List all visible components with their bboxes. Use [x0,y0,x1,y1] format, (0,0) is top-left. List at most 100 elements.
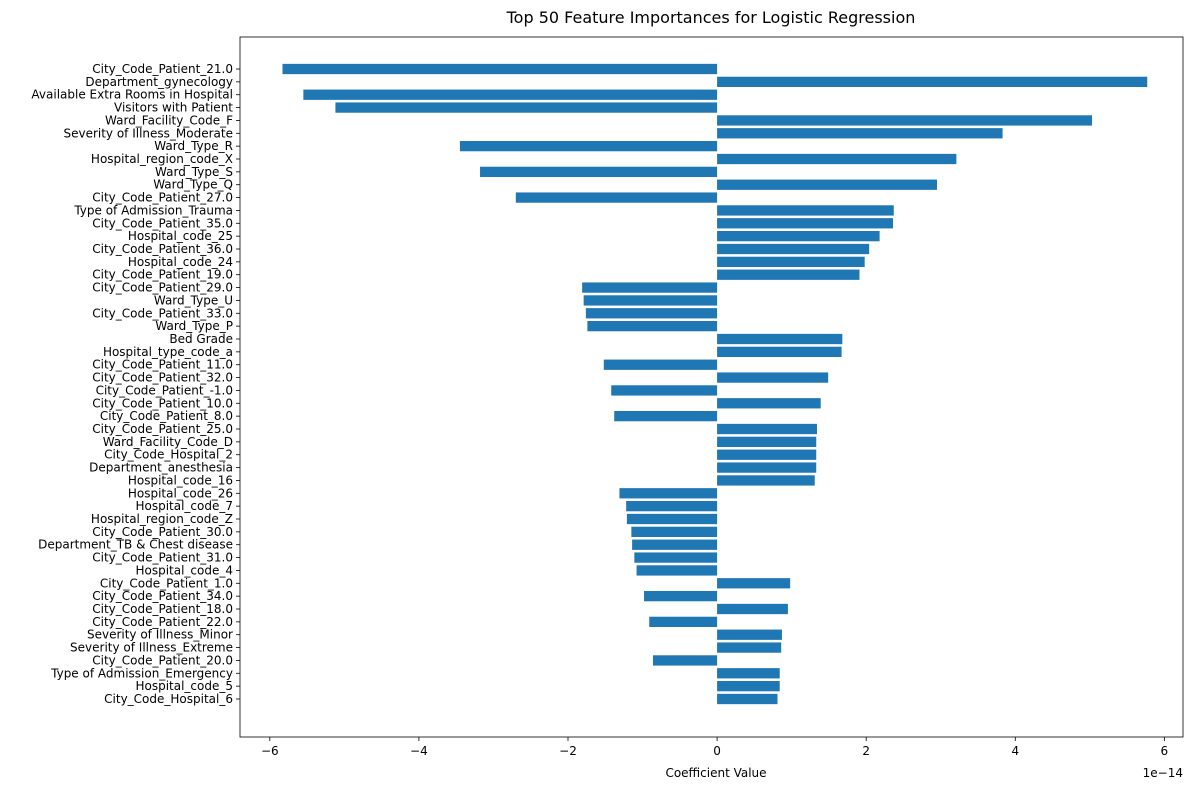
y-tick-label: City_Code_Patient_35.0 [92,216,233,230]
y-tick-label: Visitors with Patient [114,101,233,115]
bar [585,308,718,319]
y-tick-label: Ward_Type_U [154,293,233,307]
bar [626,501,718,512]
y-tick-label: Hospital_code_4 [135,563,233,577]
y-tick-label: Hospital_region_code_Z [91,512,233,526]
y-tick-label: City_Code_Patient_29.0 [92,281,233,295]
y-tick-label: Severity of Illness_Moderate [63,126,233,140]
bar [636,565,718,576]
bar [717,333,843,345]
bar [717,231,880,242]
x-tick-label: 2 [862,744,870,758]
y-tick-label: City_Code_Patient_8.0 [100,409,233,423]
bar [717,256,865,267]
x-tick-label: 0 [713,744,721,758]
y-tick-label: City_Code_Hospital_6 [104,692,233,706]
y-tick-label: Hospital_code_7 [135,499,233,513]
x-axis-label: Coefficient Value [665,766,766,780]
y-tick-label: Hospital_code_25 [128,229,233,243]
y-tick-label: City_Code_Patient_-1.0 [96,383,233,397]
plot-frame [239,36,1184,738]
y-tick-label: Severity of Illness_Minor [87,628,233,642]
y-tick-label: City_Code_Patient_19.0 [92,268,233,282]
bar [717,269,860,280]
bar [652,655,718,666]
y-tick-label: City_Code_Patient_36.0 [92,242,233,256]
bar [717,693,778,705]
y-tick-label: Hospital_code_24 [128,255,233,269]
y-tick-label: Ward_Type_R [154,139,233,153]
bar [632,539,718,550]
bar [634,552,718,563]
bar [717,475,815,486]
bar [335,102,718,113]
x-tick-label: −4 [410,744,428,758]
bar [717,462,817,473]
bar [717,398,821,409]
y-tick-label: Available Extra Rooms in Hospital [31,88,233,102]
y-tick-label: Hospital_code_16 [128,473,233,487]
y-tick-label: City_Code_Patient_30.0 [92,525,233,539]
y-tick-label: Hospital_region_code_X [91,152,233,166]
y-tick-label: City_Code_Patient_22.0 [92,615,233,629]
bars-group [282,63,1148,705]
y-axis-ticks: City_Code_Patient_21.0Department_gynecol… [31,62,240,706]
x-axis-scale-note: 1e−14 [1143,766,1183,780]
y-tick-label: Severity of Illness_Extreme [70,641,233,655]
y-tick-label: City_Code_Patient_20.0 [92,653,233,667]
y-tick-label: Ward_Type_S [155,165,233,179]
bar [587,321,718,332]
x-axis-ticks: −6 −4 −2 0 2 4 6 [261,737,1168,758]
bar [480,166,718,177]
bar [717,642,782,653]
bar [717,243,870,255]
bar [717,436,817,447]
y-tick-label: Department_gynecology [85,75,233,89]
y-tick-label: City_Code_Patient_33.0 [92,306,233,320]
y-tick-label: Hospital_code_5 [135,679,233,693]
bar [717,205,894,216]
bar [717,423,817,435]
y-tick-label: Ward_Facility_Code_F [105,113,233,127]
chart-title: Top 50 Feature Importances for Logistic … [506,8,916,27]
y-tick-label: City_Code_Patient_11.0 [92,358,233,372]
y-tick-label: City_Code_Patient_18.0 [92,602,233,616]
bar [717,449,817,460]
y-tick-label: City_Code_Patient_1.0 [100,576,233,590]
y-tick-label: Ward_Facility_Code_D [103,435,233,449]
y-tick-label: City_Code_Patient_25.0 [92,422,233,436]
bar [459,141,718,152]
bar [649,616,718,627]
y-tick-label: City_Code_Patient_27.0 [92,191,233,205]
bar [614,411,718,422]
y-tick-label: City_Code_Hospital_2 [104,448,233,462]
y-tick-label: Type of Admission_Trauma [73,203,233,217]
y-tick-label: Bed Grade [169,332,233,346]
y-tick-label: City_Code_Patient_10.0 [92,396,233,410]
bar [619,488,718,499]
bar [717,681,780,692]
y-tick-label: City_Code_Patient_21.0 [92,62,233,76]
bar [717,76,1148,87]
bar [603,359,718,370]
y-tick-label: City_Code_Patient_31.0 [92,551,233,565]
bar [626,513,718,525]
bar [717,629,782,640]
bar [282,63,718,75]
x-tick-label: 6 [1161,744,1169,758]
bar [717,218,894,229]
y-tick-label: Hospital_code_26 [128,486,233,500]
x-tick-label: −2 [559,744,577,758]
y-tick-label: City_Code_Patient_34.0 [92,589,233,603]
bar [515,192,718,203]
bar [717,668,780,679]
bar [717,115,1093,126]
x-tick-label: −6 [261,744,279,758]
y-tick-label: Department_TB & Chest disease [38,538,233,552]
bar [717,346,842,357]
bar [611,385,718,396]
bar [717,153,957,165]
y-tick-label: Type of Admission_Emergency [50,666,233,680]
bar [582,282,718,293]
